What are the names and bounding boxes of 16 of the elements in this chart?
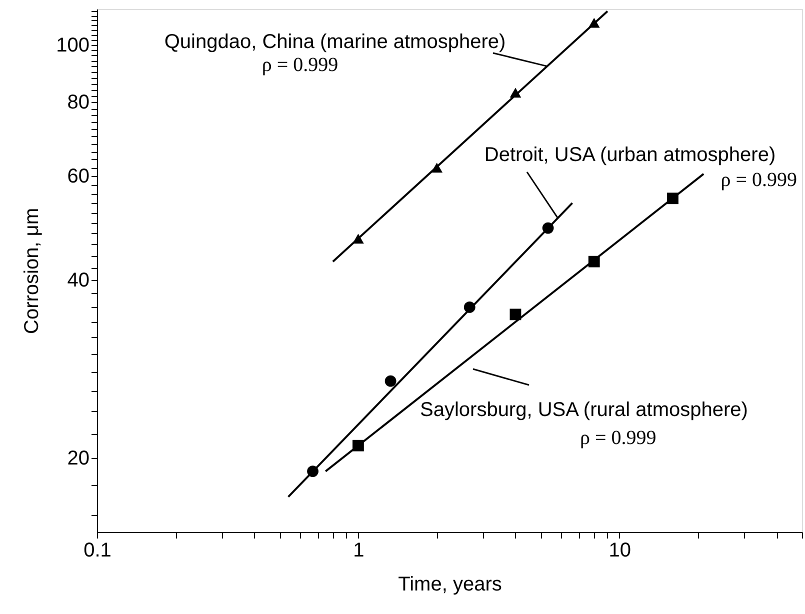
x-axis-title: Time, years (398, 574, 502, 596)
x-tick-label: 10 (608, 540, 632, 562)
annotation: Saylorsburg, USA (rural atmosphere) (420, 399, 748, 421)
annotation: ρ = 0.999 (720, 169, 797, 191)
x-tick-label: 0.1 (84, 540, 112, 562)
annotation: Quingdao, China (marine atmosphere) (164, 31, 506, 53)
annotation: Detroit, USA (urban atmosphere) (484, 144, 776, 166)
y-tick-label: 40 (67, 270, 90, 292)
annotation: ρ = 0.999 (262, 54, 338, 76)
y-axis-title: Corrosion, μm (21, 208, 44, 334)
y-tick-label: 60 (67, 166, 90, 188)
annotation: ρ = 0.999 (580, 427, 656, 449)
y-tick-label: 20 (67, 448, 90, 470)
x-tick-label: 1 (353, 540, 364, 562)
y-tick-label: 100 (56, 34, 90, 56)
y-tick-label: 80 (67, 92, 90, 114)
